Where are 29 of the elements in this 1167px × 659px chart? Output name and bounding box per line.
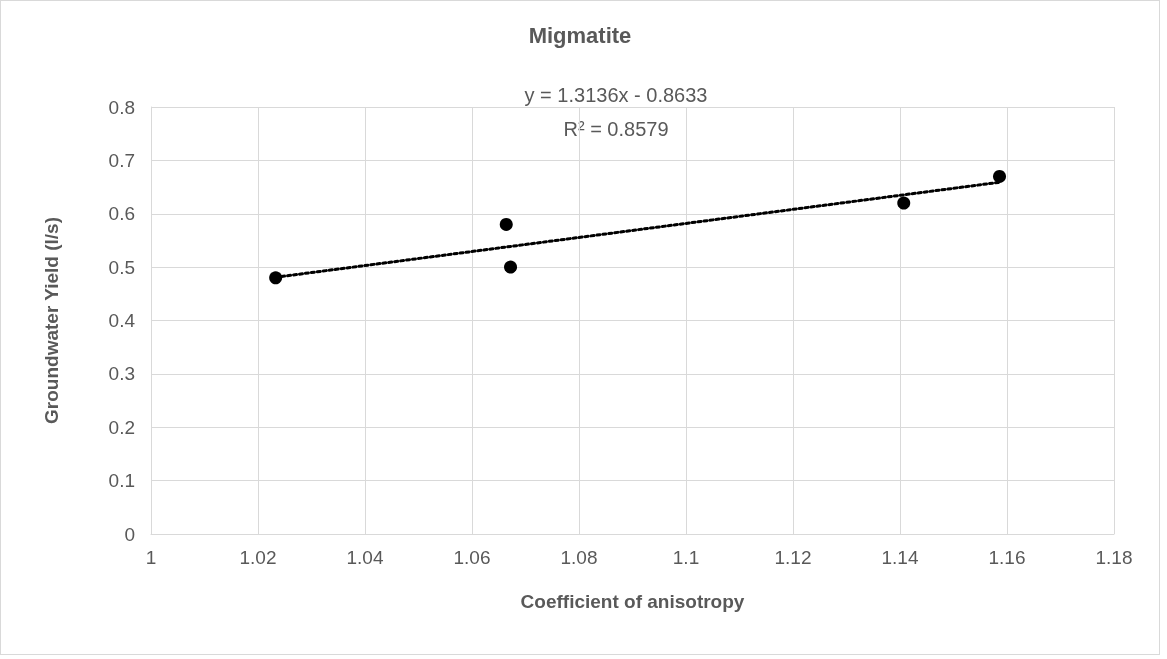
text: y = 1.3136x - 0.8633: [524, 84, 708, 106]
x-axis-title: Coefficient of anisotropy: [520, 591, 745, 612]
point: [897, 196, 911, 210]
x-tick-label: 1.06: [453, 547, 491, 568]
point: [269, 271, 283, 285]
x-tick-label: 1.12: [774, 547, 812, 568]
y-tick-label: 0.5: [108, 256, 135, 278]
x-tick-label: 1.08: [560, 547, 598, 568]
x-tick-label: 1.18: [1095, 547, 1133, 568]
annotation: R² = 0.8579: [563, 118, 669, 140]
y-tick-label: 0.3: [108, 363, 135, 385]
y-tick-label: 0.1: [108, 470, 135, 492]
y-tick-label: 0: [124, 523, 135, 545]
x-tick-label: 1.04: [346, 547, 384, 568]
x-tick-label: 1.14: [881, 547, 919, 568]
point: [499, 217, 513, 231]
x-tick-label: 1.16: [988, 547, 1026, 568]
y-tick-label: 0.7: [108, 149, 135, 171]
y-tick-label: 0.2: [108, 416, 135, 438]
y-tick-label: 0.4: [108, 310, 136, 331]
point: [504, 260, 518, 274]
y-tick-label: 0.6: [108, 203, 135, 225]
y-tick-label: 0.8: [108, 96, 135, 118]
point: [993, 169, 1007, 183]
x-tick-label: 1.02: [239, 547, 277, 568]
chart-title: Migmatite: [528, 22, 632, 48]
y-axis-title: Groundwater Yield (l/s): [41, 217, 62, 424]
x-tick-label: 1.1: [672, 547, 700, 568]
x-tick-label: 1: [145, 547, 157, 568]
